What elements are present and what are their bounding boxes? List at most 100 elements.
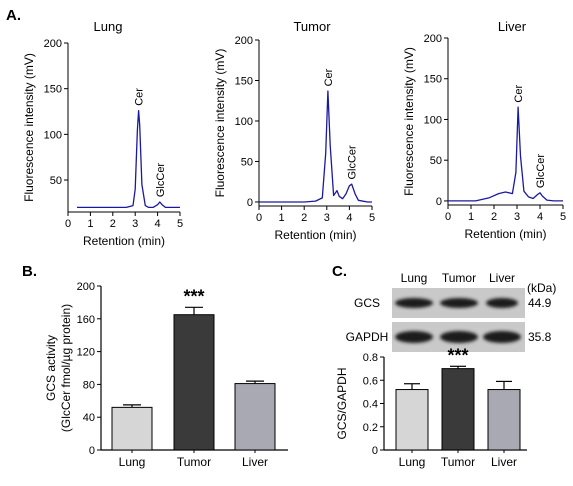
y-tick-label: 160 (77, 314, 95, 326)
y-axis-title: Fluorescence intensity (mV) (22, 53, 36, 202)
x-tick-label: 0 (65, 218, 71, 230)
y-tick-label: 100 (235, 116, 253, 128)
peak-label: Cer (323, 68, 335, 86)
y-tick-label: 200 (77, 281, 95, 293)
lane-label: Liver (489, 271, 515, 285)
protein-band (483, 331, 521, 343)
y-tick-label: 0 (436, 196, 442, 208)
x-axis-title: Retention (min) (464, 227, 546, 241)
bar (234, 383, 276, 451)
x-tick-label: 2 (110, 218, 116, 230)
peak-label: GlcCer (347, 145, 359, 180)
x-tick-label: 4 (155, 218, 161, 230)
x-tick-label: 2 (301, 212, 307, 224)
chart-lung: Lung 50 100 150 200 0 1 2 3 4 5 Fluorescence intens… (22, 19, 183, 248)
y-tick-label: 0 (372, 445, 378, 457)
panel-label-a: A. (6, 7, 21, 24)
y-axis-title: GCS/GAPDH (335, 367, 349, 439)
protein-label: GAPDH (346, 330, 389, 344)
y-tick-label: 100 (44, 129, 62, 141)
y-axis-title: Fluorescence intensity (mV) (213, 49, 227, 198)
kda-unit-label: (kDa) (527, 281, 556, 295)
y-tick-label: 150 (424, 74, 442, 86)
x-tick-label: 1 (279, 212, 285, 224)
y-tick-label: 50 (50, 175, 62, 187)
bar (395, 389, 429, 451)
y-tick-label: 50 (430, 155, 442, 167)
y-tick-label: 150 (44, 84, 62, 96)
x-tick-label: Lung (119, 455, 146, 469)
panel-label-c: C. (332, 263, 347, 280)
protein-band (440, 331, 478, 343)
y-tick-label: 80 (83, 379, 95, 391)
series-line (259, 90, 372, 203)
y-tick-label: 0 (89, 445, 95, 457)
x-tick-label: 5 (560, 211, 566, 223)
x-tick-label: Tumor (441, 455, 475, 469)
x-tick-label: 4 (537, 211, 543, 223)
series-line (448, 106, 563, 202)
lane-label: Lung (401, 271, 428, 285)
y-tick-label: 0.6 (363, 375, 378, 387)
x-tick-label: Lung (399, 455, 426, 469)
bar (111, 406, 153, 451)
protein-band (486, 298, 518, 308)
x-tick-label: 0 (445, 211, 451, 223)
y-tick-label: 0.2 (363, 422, 378, 434)
kda-value: 44.9 (528, 296, 552, 310)
western-blot: Lung Tumor Liver (kDa) GCS 44.9 GAPDH 35.8 (346, 271, 556, 352)
chart-liver: Liver 0 50 100 150 200 0 1 2 3 4 5 Fluorescence inte… (402, 19, 566, 241)
x-axis-title: Retention (min) (274, 228, 356, 242)
chart-title-lung: Lung (94, 19, 123, 34)
y-tick-label: 200 (44, 38, 62, 50)
chart-title-tumor: Tumor (293, 19, 331, 34)
significance-label: *** (447, 345, 468, 365)
y-tick-label: 120 (77, 347, 95, 359)
y-tick-label: 0.8 (363, 352, 378, 364)
chart-title-liver: Liver (498, 19, 527, 34)
chart-tumor: Tumor 0 50 100 150 200 0 1 2 3 4 5 Fluorescence inte… (213, 19, 375, 242)
lane-label: Tumor (442, 271, 476, 285)
kda-value: 35.8 (528, 330, 552, 344)
x-tick-label: 1 (468, 211, 474, 223)
chart-gcs-activity: 0 40 80 120 160 200 Lung Tumor Liver *** GCS activ… (44, 281, 288, 469)
chart-gcs-ratio: 0 0.2 0.4 0.6 0.8 Lung Tumor Liver *** GCS/GAPDH (335, 345, 527, 469)
series-line (77, 109, 180, 209)
bar (173, 314, 215, 451)
y-tick-label: 150 (235, 75, 253, 87)
y-tick-label: 50 (241, 156, 253, 168)
peak-label: Cer (134, 88, 146, 106)
significance-label: *** (183, 286, 204, 306)
protein-band (395, 298, 433, 308)
bar (441, 368, 475, 451)
protein-band (395, 331, 433, 343)
x-tick-label: Liver (242, 455, 268, 469)
protein-band (440, 298, 478, 308)
y-axis-title: (GlcCer fmol/µg protein) (59, 304, 73, 432)
x-tick-label: 3 (324, 212, 330, 224)
y-tick-label: 100 (424, 114, 442, 126)
x-tick-label: 3 (132, 218, 138, 230)
peak-label: Cer (513, 85, 525, 103)
x-tick-label: 5 (369, 212, 375, 224)
bar (487, 389, 521, 451)
x-tick-label: 4 (346, 212, 352, 224)
x-tick-label: 3 (514, 211, 520, 223)
y-tick-label: 200 (235, 35, 253, 47)
x-tick-label: 1 (87, 218, 93, 230)
y-axis-title: GCS activity (44, 335, 58, 401)
y-tick-label: 200 (424, 33, 442, 45)
x-tick-label: Tumor (177, 455, 211, 469)
x-tick-label: 2 (491, 211, 497, 223)
y-tick-label: 0 (247, 197, 253, 209)
peak-label: GlcCer (155, 163, 167, 198)
y-tick-label: 0.4 (363, 399, 378, 411)
x-axis-title: Retention (min) (83, 234, 165, 248)
panel-label-b: B. (22, 263, 37, 280)
protein-label: GCS (354, 296, 380, 310)
x-tick-label: 0 (256, 212, 262, 224)
peak-label: GlcCer (535, 154, 547, 189)
x-tick-label: Liver (491, 455, 517, 469)
x-tick-label: 5 (177, 218, 183, 230)
